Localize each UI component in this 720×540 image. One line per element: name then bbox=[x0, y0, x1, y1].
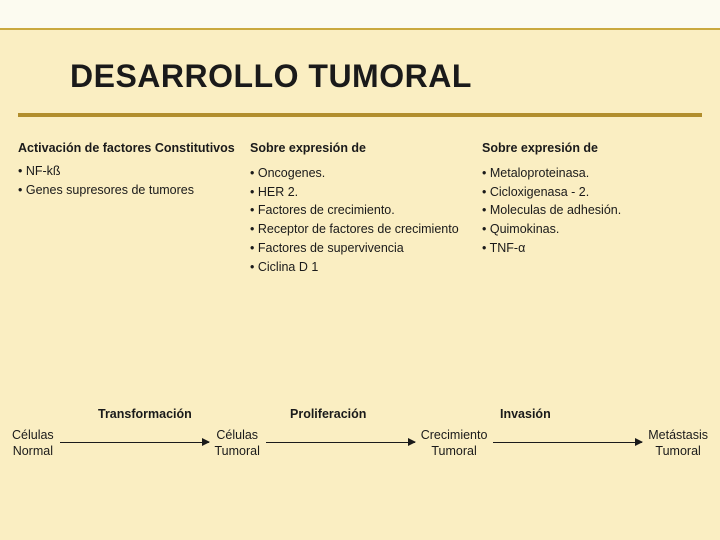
column-sobre-expresion-2: Sobre expresión de Metaloproteinasa. Cic… bbox=[476, 139, 708, 276]
list-item: Factores de supervivencia bbox=[250, 239, 470, 258]
stage-transformacion: Transformación bbox=[98, 407, 192, 421]
node-metastasis-tumoral: Metástasis Tumoral bbox=[648, 427, 708, 460]
list-item: Moleculas de adhesión. bbox=[482, 201, 702, 220]
list-item: Metaloproteinasa. bbox=[482, 164, 702, 183]
slide: DESARROLLO TUMORAL Activación de factore… bbox=[0, 0, 720, 540]
list-item: TNF-α bbox=[482, 239, 702, 258]
columns: Activación de factores Constitutivos NF-… bbox=[12, 139, 708, 276]
page-title: DESARROLLO TUMORAL bbox=[70, 58, 680, 95]
arrow-icon bbox=[493, 442, 642, 443]
list-item: Factores de crecimiento. bbox=[250, 201, 470, 220]
node-line: Normal bbox=[13, 444, 53, 458]
node-line: Metástasis bbox=[648, 428, 708, 442]
col3-header: Sobre expresión de bbox=[482, 139, 702, 158]
node-line: Tumoral bbox=[655, 444, 700, 458]
content: Activación de factores Constitutivos NF-… bbox=[0, 117, 720, 477]
node-line: Células bbox=[12, 428, 54, 442]
node-celulas-tumoral: Células Tumoral bbox=[215, 427, 260, 460]
node-line: Células bbox=[216, 428, 258, 442]
top-bar bbox=[0, 0, 720, 30]
arrow-icon bbox=[266, 442, 415, 443]
col3-list: Metaloproteinasa. Cicloxigenasa - 2. Mol… bbox=[482, 164, 702, 258]
list-item: Cicloxigenasa - 2. bbox=[482, 183, 702, 202]
node-line: Crecimiento bbox=[421, 428, 488, 442]
list-item: Ciclina D 1 bbox=[250, 258, 470, 277]
column-activacion: Activación de factores Constitutivos NF-… bbox=[12, 139, 244, 276]
node-line: Tumoral bbox=[215, 444, 260, 458]
col2-list: Oncogenes. HER 2. Factores de crecimient… bbox=[250, 164, 470, 277]
column-sobre-expresion-1: Sobre expresión de Oncogenes. HER 2. Fac… bbox=[244, 139, 476, 276]
node-celulas-normal: Células Normal bbox=[12, 427, 54, 460]
list-item: NF-kß bbox=[18, 162, 238, 181]
list-item: Receptor de factores de crecimiento bbox=[250, 220, 470, 239]
list-item: Genes supresores de tumores bbox=[18, 181, 238, 200]
col2-header: Sobre expresión de bbox=[250, 139, 470, 158]
col1-header: Activación de factores Constitutivos bbox=[18, 139, 238, 158]
list-item: Quimokinas. bbox=[482, 220, 702, 239]
flow-row: Células Normal Células Tumoral Crecimien… bbox=[12, 427, 708, 460]
list-item: Oncogenes. bbox=[250, 164, 470, 183]
node-line: Tumoral bbox=[431, 444, 476, 458]
title-area: DESARROLLO TUMORAL bbox=[0, 30, 720, 113]
arrow-icon bbox=[60, 442, 209, 443]
node-crecimiento-tumoral: Crecimiento Tumoral bbox=[421, 427, 488, 460]
stage-invasion: Invasión bbox=[500, 407, 551, 421]
list-item: HER 2. bbox=[250, 183, 470, 202]
col1-list: NF-kß Genes supresores de tumores bbox=[18, 162, 238, 200]
stage-proliferacion: Proliferación bbox=[290, 407, 366, 421]
